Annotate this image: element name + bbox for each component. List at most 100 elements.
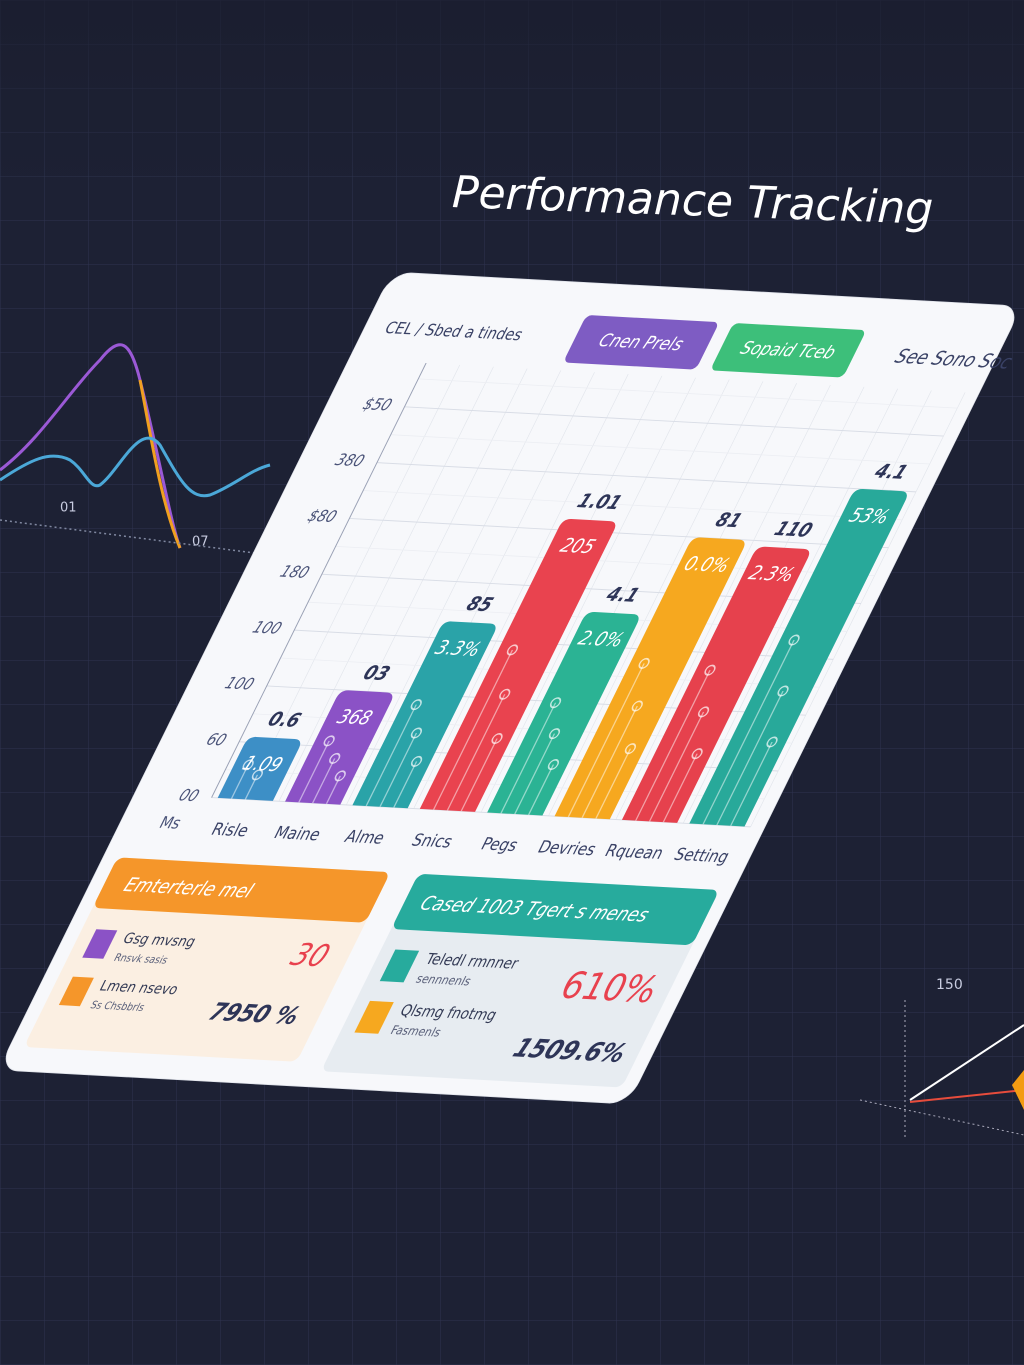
item-title: Lmen nsevo [97,978,181,998]
v-grid-line [244,364,461,800]
v-grid-line [480,377,696,813]
bar-decoration [638,657,650,669]
bg-label: 01 [60,501,77,516]
bar-decoration [567,663,645,817]
x-tick-label: Devries [534,836,600,859]
legend-swatch [354,1000,394,1034]
deco-line [0,436,271,498]
bar-decoration [410,755,423,767]
deco-shape [1012,1070,1024,1110]
summary-card: Emterterle mel Gsg mvsng Rnsvk sasis Lme… [26,857,388,1062]
y-tick-label: $80 [305,506,341,526]
bar-decoration [730,741,773,826]
summary-card: Cased 1003 Tgert s menes Teledl rmnner s… [323,874,717,1088]
summary-card-header [95,857,388,923]
v-grid-line [615,385,831,820]
v-grid-line [750,392,966,827]
x-tick-label: Risle [208,819,253,841]
tab[interactable] [563,315,719,370]
bg-label: 07 [192,535,209,550]
bar-decoration [704,664,716,676]
x-axis-label: Ms [156,813,185,833]
deco-axis [0,519,271,556]
item-title: Teledl rmnner [421,950,522,973]
item-subtitle: Rnsvk sasis [112,952,170,967]
bar-chart: 0060100100180$80380$50Ms0.61.09Risle0336… [156,363,966,867]
deco-line [909,1089,1024,1103]
summary-card-header [393,874,717,945]
bar-decoration [323,735,335,747]
bar-decoration [242,759,254,771]
bar-decoration [393,761,418,808]
bar-decoration [549,697,562,709]
grid-line [418,378,958,409]
bg-label: 150 [936,977,963,993]
bar-decoration [432,649,514,810]
bar-decoration [691,748,703,760]
bar-decoration [527,764,555,815]
grid-line [349,517,889,549]
bar-decoration [334,770,346,782]
bar-decoration [365,704,417,807]
y-tick-label: $50 [360,394,396,414]
item-subtitle: Fasmenls [388,1023,444,1040]
bar-decoration [548,728,561,740]
v-grid-line [345,370,562,805]
bar-decoration [662,753,698,823]
deco-line [138,379,182,549]
x-tick-label: Rquean [602,840,668,863]
bar-decoration [547,759,560,771]
grid-line [362,490,903,521]
y-tick-label: 180 [277,562,313,582]
item-title: Gsg mvsng [120,931,198,951]
deco-line [0,343,182,549]
tab[interactable] [710,323,866,378]
bar-decoration [500,702,557,814]
dashboard-card: CEL / Sbed a tindes Cnen Prels Sopaid Tc… [5,272,1017,1104]
bar-decoration [410,727,423,739]
bar-decoration [788,634,800,646]
x-tick-label: Pegs [478,833,522,855]
v-grid-line [682,388,899,824]
summary-value: 7950 % [204,998,304,1030]
bar-decoration [631,700,643,712]
grid-line [390,434,930,465]
tab-label[interactable]: Sopaid Tceb [737,339,839,364]
v-grid-line [548,381,764,816]
legend-swatch [58,976,94,1007]
background-right-chart: 150 [859,977,1024,1140]
bar-decoration [697,706,710,718]
bar-decoration [379,732,418,807]
item-subtitle: Ss Chsbbrls [88,999,147,1014]
item-title: Qlsmg fnotmg [397,1001,500,1024]
summary-value: 610% [553,964,666,1012]
bar-decoration [766,736,778,748]
bar-decoration [624,743,637,755]
grid-line [376,462,917,493]
bar-decoration [581,706,638,818]
x-tick-label: Maine [271,822,325,844]
v-grid-line [278,366,494,802]
tab-label[interactable]: Cnen Prels [595,331,687,355]
summary-value: 1509.6% [508,1033,632,1069]
bar-decoration [777,685,789,697]
v-grid-line [413,374,629,809]
legend-swatch [379,949,420,983]
y-tick-label: 100 [249,617,285,637]
deco-line [909,1024,1024,1101]
grid-line [404,406,944,437]
bar-decoration [491,733,503,745]
item-subtitle: sennnenls [414,972,474,989]
bar-decoration [329,752,341,764]
bar-decoration [311,758,336,804]
x-tick-label: Alme [342,826,389,848]
bar-decoration [702,639,795,825]
x-tick-label: Setting [671,844,733,867]
bar-decoration [251,769,264,781]
bar-decoration [648,711,705,822]
bar-decoration [499,688,511,700]
bar-decoration [410,699,422,711]
bar-decoration [230,764,249,799]
